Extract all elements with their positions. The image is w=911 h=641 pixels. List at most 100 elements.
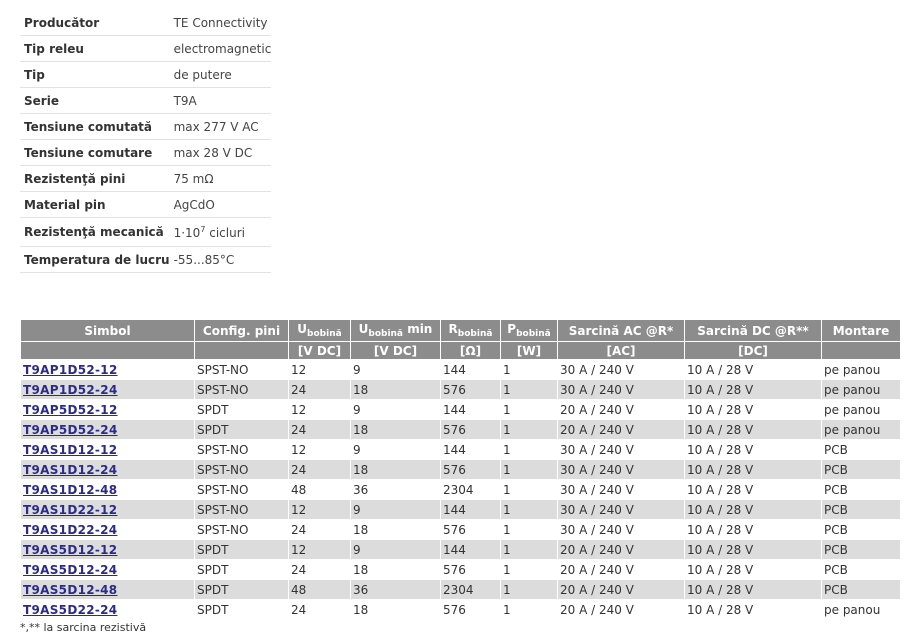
unit-load-dc: [DC] [684, 341, 822, 360]
table-row: T9AP5D52-12 SPDT 12 9 144 1 20 A / 240 V 10 A /… [20, 399, 901, 420]
product-link[interactable]: T9AS1D22-24 [23, 522, 118, 537]
col-header-pcoil: Pbobină [500, 319, 558, 342]
cell-rcoil: 576 [440, 599, 501, 620]
cell-mount: pe panou [821, 399, 901, 420]
cell-ucoil-min: 9 [350, 539, 441, 560]
table-row: T9AS1D22-12 SPST-NO 12 9 144 1 30 A / 240 V 10 … [20, 499, 901, 520]
cell-ucoil-min: 9 [350, 399, 441, 420]
header-main: U [358, 322, 369, 336]
product-link[interactable]: T9AS1D12-24 [23, 462, 118, 477]
cell-mount: pe panou [821, 359, 901, 380]
cell-rcoil: 144 [440, 359, 501, 380]
cell-load-dc: 10 A / 28 V [684, 499, 822, 520]
product-link[interactable]: T9AS1D12-48 [23, 482, 118, 497]
cell-ucoil-min: 18 [350, 519, 441, 540]
cell-symbol: T9AP5D52-24 [20, 419, 195, 440]
cell-ucoil: 24 [288, 419, 351, 440]
cell-load-dc: 10 A / 28 V [684, 519, 822, 540]
cell-ucoil: 24 [288, 519, 351, 540]
cell-pcoil: 1 [500, 379, 558, 400]
unit-rcoil: [Ω] [440, 341, 501, 360]
product-link[interactable]: T9AS5D12-12 [23, 542, 118, 557]
col-header-config: Config. pini [194, 319, 289, 342]
table-row: T9AS5D12-12 SPDT 12 9 144 1 20 A / 240 V 10 A /… [20, 539, 901, 560]
spec-value: 1·107 cicluri [169, 217, 272, 247]
units-row: [V DC] [V DC] [Ω] [W] [AC] [DC] [20, 341, 901, 360]
product-link[interactable]: T9AP1D52-12 [23, 362, 118, 377]
spec-value-exponent: 7 [200, 224, 206, 234]
cell-symbol: T9AP1D52-24 [20, 379, 195, 400]
cell-pcoil: 1 [500, 459, 558, 480]
spec-row: Rezistenţă pini 75 mΩ [20, 165, 272, 192]
cell-config: SPST-NO [194, 439, 289, 460]
cell-ucoil: 12 [288, 439, 351, 460]
product-link[interactable]: T9AS5D22-24 [23, 602, 118, 617]
product-link[interactable]: T9AP5D52-12 [23, 402, 118, 417]
cell-ucoil: 12 [288, 499, 351, 520]
cell-config: SPDT [194, 419, 289, 440]
cell-mount: PCB [821, 499, 901, 520]
cell-ucoil-min: 18 [350, 419, 441, 440]
cell-load-ac: 20 A / 240 V [557, 539, 685, 560]
spec-row: Tip de putere [20, 61, 272, 88]
header-row: Simbol Config. pini Ubobină Ubobină min … [20, 319, 901, 342]
cell-config: SPST-NO [194, 459, 289, 480]
cell-config: SPDT [194, 579, 289, 600]
cell-rcoil: 576 [440, 419, 501, 440]
product-link[interactable]: T9AS1D22-12 [23, 502, 118, 517]
cell-config: SPST-NO [194, 379, 289, 400]
cell-load-dc: 10 A / 28 V [684, 459, 822, 480]
cell-load-ac: 30 A / 240 V [557, 479, 685, 500]
unit-ucoil-min: [V DC] [350, 341, 441, 360]
cell-load-ac: 30 A / 240 V [557, 499, 685, 520]
spec-label: Tip releu [20, 35, 170, 62]
cell-symbol: T9AP5D52-12 [20, 399, 195, 420]
cell-load-ac: 30 A / 240 V [557, 519, 685, 540]
unit-config [194, 341, 289, 360]
spec-row: Material pin AgCdO [20, 191, 272, 218]
cell-load-dc: 10 A / 28 V [684, 359, 822, 380]
col-header-rcoil: Rbobină [440, 319, 501, 342]
cell-ucoil: 12 [288, 539, 351, 560]
spec-row: Tensiune comutare max 28 V DC [20, 139, 272, 166]
products-table: Simbol Config. pini Ubobină Ubobină min … [20, 319, 901, 620]
cell-rcoil: 144 [440, 399, 501, 420]
cell-ucoil-min: 18 [350, 559, 441, 580]
cell-config: SPDT [194, 559, 289, 580]
cell-config: SPDT [194, 599, 289, 620]
header-sub: bobină [307, 329, 342, 339]
spec-row: Tip releu electromagnetic [20, 35, 272, 62]
product-link[interactable]: T9AS1D12-12 [23, 442, 118, 457]
cell-ucoil: 12 [288, 359, 351, 380]
cell-ucoil: 24 [288, 379, 351, 400]
cell-mount: pe panou [821, 379, 901, 400]
product-link[interactable]: T9AP1D52-24 [23, 382, 118, 397]
cell-pcoil: 1 [500, 579, 558, 600]
cell-pcoil: 1 [500, 399, 558, 420]
cell-rcoil: 576 [440, 379, 501, 400]
cell-symbol: T9AS1D12-24 [20, 459, 195, 480]
product-link[interactable]: T9AP5D52-24 [23, 422, 118, 437]
cell-symbol: T9AS5D12-12 [20, 539, 195, 560]
spec-value: TE Connectivity [169, 10, 272, 36]
table-row: T9AP1D52-24 SPST-NO 24 18 576 1 30 A / 240 V 10… [20, 379, 901, 400]
cell-ucoil-min: 9 [350, 439, 441, 460]
spec-value: max 277 V AC [169, 113, 272, 140]
product-link[interactable]: T9AS5D12-24 [23, 562, 118, 577]
col-header-symbol: Simbol [20, 319, 195, 342]
product-link[interactable]: T9AS5D12-48 [23, 582, 118, 597]
table-row: T9AS1D22-24 SPST-NO 24 18 576 1 30 A / 240 V 10… [20, 519, 901, 540]
cell-ucoil-min: 18 [350, 379, 441, 400]
cell-ucoil-min: 9 [350, 359, 441, 380]
cell-rcoil: 576 [440, 559, 501, 580]
col-header-ucoil: Ubobină [288, 319, 351, 342]
cell-ucoil-min: 36 [350, 479, 441, 500]
spec-label: Material pin [20, 191, 170, 218]
cell-mount: PCB [821, 459, 901, 480]
cell-load-ac: 30 A / 240 V [557, 459, 685, 480]
cell-symbol: T9AP1D52-12 [20, 359, 195, 380]
cell-load-ac: 20 A / 240 V [557, 419, 685, 440]
cell-rcoil: 2304 [440, 579, 501, 600]
cell-mount: pe panou [821, 419, 901, 440]
